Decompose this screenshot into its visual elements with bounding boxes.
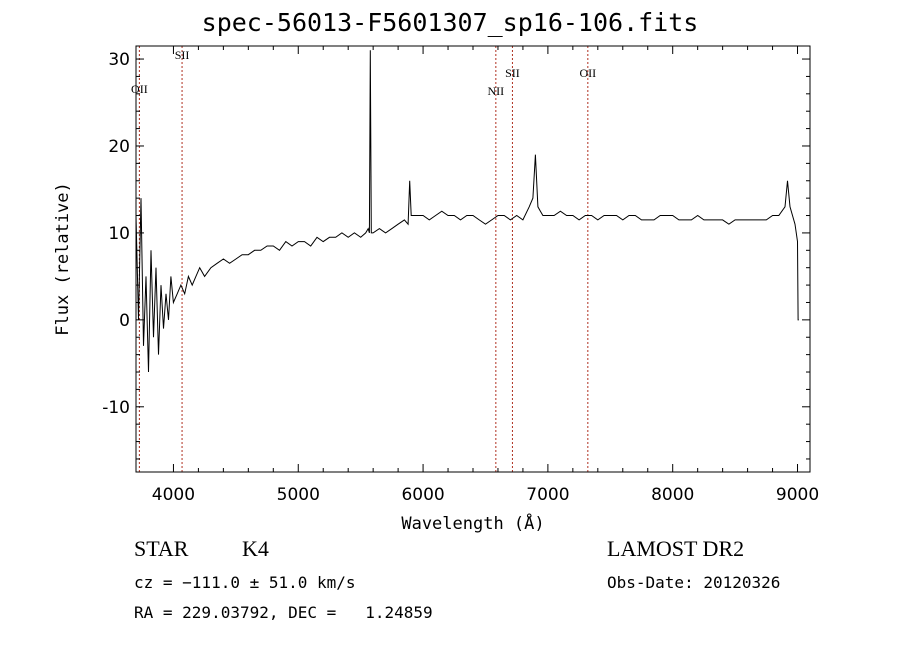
y-tick-label: 10 — [108, 224, 130, 244]
object-subclass: K4 — [242, 536, 269, 561]
x-tick-label: 4000 — [152, 485, 195, 505]
chart-title: spec-56013-F5601307_sp16-106.fits — [201, 8, 699, 37]
y-axis-label: Flux (relative) — [53, 182, 73, 336]
object-class: STAR — [134, 536, 189, 561]
y-tick-label: -10 — [102, 398, 130, 418]
emission-line-label: SII — [505, 66, 520, 80]
y-tick-label: 20 — [108, 137, 130, 157]
emission-line-label: OII — [579, 66, 596, 80]
x-tick-label: 6000 — [401, 485, 444, 505]
x-tick-label: 7000 — [526, 485, 569, 505]
emission-line-label: OII — [131, 82, 148, 96]
ra-dec-coordinates: RA = 229.03792, DEC = 1.24859 — [134, 603, 433, 622]
y-tick-label: 30 — [108, 50, 130, 70]
survey-name: LAMOST DR2 — [607, 536, 745, 561]
emission-line-markers — [138, 46, 589, 472]
axis-ticks: 4000 5000 6000 7000 8000 9000 -10 0 10 20 30 — [102, 46, 819, 505]
x-tick-label: 9000 — [776, 485, 819, 505]
spectrum-line — [135, 50, 799, 373]
plot-frame — [135, 45, 811, 473]
x-axis-label: Wavelength (Å) — [401, 512, 544, 534]
x-tick-label: 8000 — [651, 485, 694, 505]
observation-date: Obs-Date: 20120326 — [607, 573, 781, 592]
y-tick-label: 0 — [119, 311, 130, 331]
emission-line-label: NII — [488, 84, 505, 98]
x-tick-label: 5000 — [277, 485, 320, 505]
redshift-cz: cz = −111.0 ± 51.0 km/s — [134, 573, 356, 592]
emission-line-label: SII — [175, 48, 190, 62]
